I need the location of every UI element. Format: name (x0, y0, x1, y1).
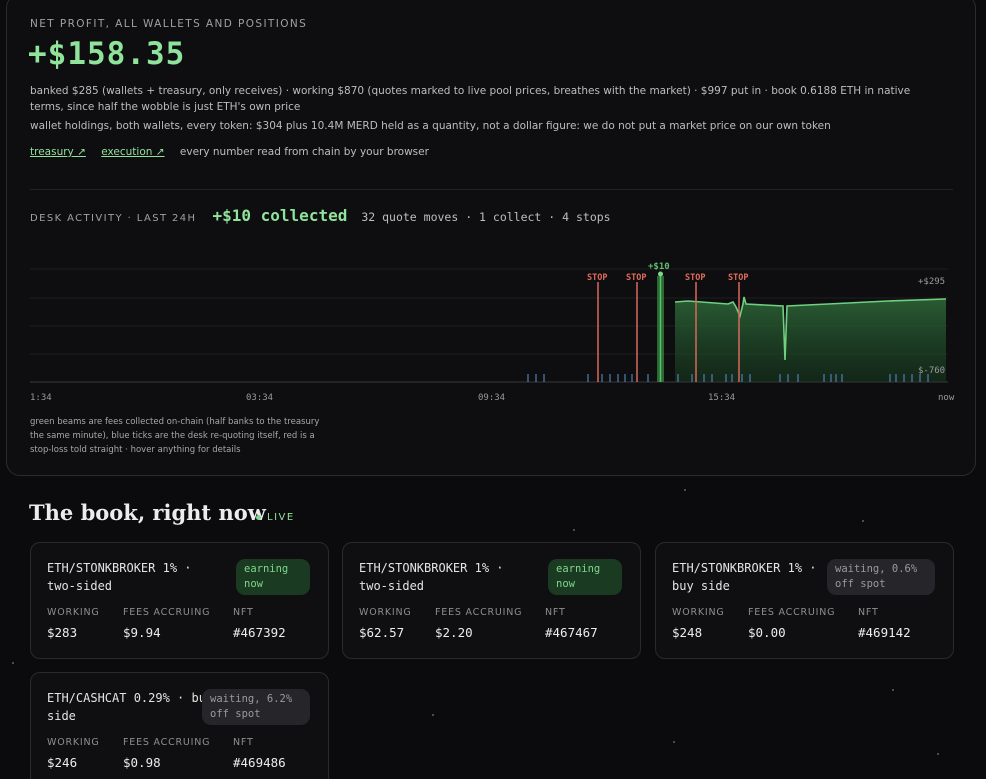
profit-summary: banked $285 (wallets + treasury, only re… (30, 85, 911, 113)
nft-header: NFT (858, 607, 879, 618)
position-name: ETH/CASHCAT 0.29% · buy side (47, 691, 214, 723)
desk-activity-chart[interactable]: +$10 STOP STOP STOP STOP +$295 $-760 1:3… (28, 254, 958, 410)
background-star (684, 489, 686, 491)
chart-legend: green beams are fees collected on-chain … (30, 417, 320, 455)
fees-header: FEES ACCRUING (123, 737, 211, 748)
position-card[interactable]: ETH/CASHCAT 0.29% · buy side waiting, 6.… (30, 672, 329, 779)
working-header: WORKING (47, 737, 100, 748)
nft-header: NFT (233, 737, 254, 748)
working-header: WORKING (359, 607, 412, 618)
x-tick-label: 1:34 (30, 393, 52, 403)
status-badge: waiting, 0.6% off spot (827, 559, 935, 595)
fees-value: $9.94 (123, 625, 161, 640)
nft-id[interactable]: #469142 (858, 625, 911, 640)
status-badge: earning now (236, 559, 310, 595)
chain-note: every number read from chain by your bro… (179, 146, 429, 158)
stop-label: STOP (685, 273, 705, 283)
wallet-holdings: wallet holdings, both wallets, every tok… (30, 120, 831, 132)
book-title: The book, right now (29, 500, 266, 525)
status-badge: earning now (548, 559, 622, 595)
x-tick-label: 15:34 (708, 393, 735, 403)
pnl-area (675, 297, 946, 382)
x-tick-label: 09:34 (478, 393, 505, 403)
live-dot (256, 515, 261, 520)
position-name: ETH/STONKBROKER 1% · buy side (672, 561, 817, 593)
divider (30, 189, 953, 190)
working-value: $283 (47, 625, 78, 640)
stop-label: STOP (728, 273, 748, 283)
background-star (432, 714, 434, 716)
nft-header: NFT (545, 607, 566, 618)
live-label: LIVE (267, 512, 295, 523)
background-star (862, 520, 864, 522)
fees-value: $0.98 (123, 755, 161, 770)
desk-collected: +$10 collected (212, 206, 348, 225)
pnl-line (674, 296, 947, 361)
position-name: ETH/STONKBROKER 1% · two-sided (359, 561, 504, 593)
y-label-top: +$295 (918, 277, 945, 287)
nft-header: NFT (233, 607, 254, 618)
x-tick-label: 03:34 (246, 393, 273, 403)
net-profit-value: +$158.35 (28, 36, 186, 72)
y-label-bottom: $-760 (918, 366, 945, 376)
working-header: WORKING (47, 607, 100, 618)
background-star (673, 741, 675, 743)
working-header: WORKING (672, 607, 725, 618)
treasury-link[interactable]: treasury ↗ (30, 146, 86, 158)
background-star (573, 529, 575, 531)
desk-stats: 32 quote moves · 1 collect · 4 stops (361, 210, 611, 224)
source-links: treasury ↗ execution ↗ every number read… (30, 146, 429, 158)
live-indicator: LIVE (256, 512, 295, 523)
background-star (12, 662, 14, 664)
net-profit-kicker: NET PROFIT, ALL WALLETS AND POSITIONS (30, 18, 308, 30)
desk-activity-label: DESK ACTIVITY · LAST 24H (30, 213, 197, 224)
fees-header: FEES ACCRUING (748, 607, 836, 618)
stop-label: STOP (587, 273, 607, 283)
status-badge: waiting, 6.2% off spot (202, 689, 310, 725)
working-value: $62.57 (359, 625, 405, 640)
nft-id[interactable]: #467467 (545, 625, 598, 640)
fee-collect-dot (658, 271, 663, 277)
background-star (937, 753, 939, 755)
fees-header: FEES ACCRUING (123, 607, 211, 618)
fees-value: $0.00 (748, 625, 786, 640)
requote-ticks (527, 374, 929, 382)
position-card[interactable]: ETH/STONKBROKER 1% · two-sided earning n… (342, 542, 641, 659)
desk-activity-header: DESK ACTIVITY · LAST 24H +$10 collected … (30, 206, 611, 225)
position-card[interactable]: ETH/STONKBROKER 1% · buy side waiting, 0… (655, 542, 954, 659)
stop-label: STOP (626, 273, 646, 283)
net-profit-panel (6, 0, 976, 476)
x-tick-label: now (938, 393, 955, 403)
fee-collect-label: +$10 (648, 262, 670, 272)
position-card[interactable]: ETH/STONKBROKER 1% · two-sided earning n… (30, 542, 329, 659)
working-value: $246 (47, 755, 78, 770)
background-star (892, 689, 894, 691)
execution-link[interactable]: execution ↗ (101, 146, 165, 158)
position-name: ETH/STONKBROKER 1% · two-sided (47, 561, 192, 593)
nft-id[interactable]: #467392 (233, 625, 286, 640)
fees-value: $2.20 (435, 625, 473, 640)
working-value: $248 (672, 625, 703, 640)
fees-header: FEES ACCRUING (435, 607, 523, 618)
nft-id[interactable]: #469486 (233, 755, 286, 770)
